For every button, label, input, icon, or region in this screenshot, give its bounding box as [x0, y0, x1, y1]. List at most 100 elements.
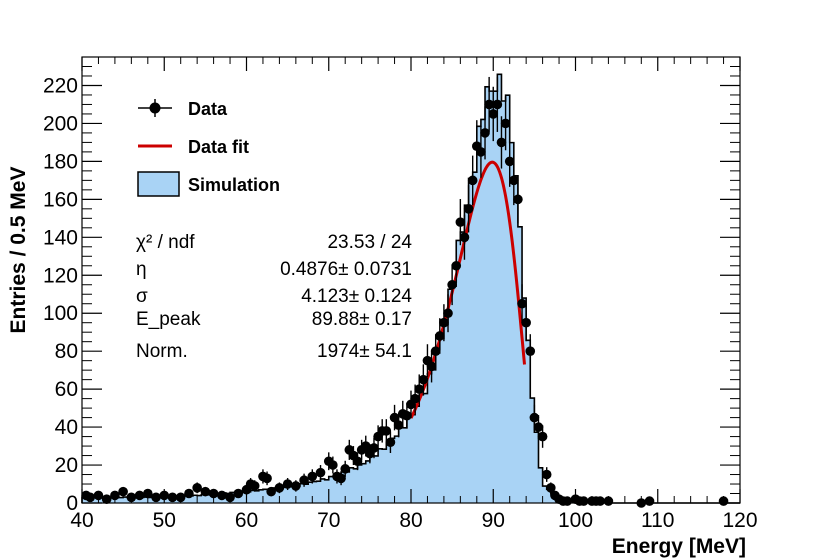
legend-label-data: Data: [188, 99, 228, 119]
data-point: [500, 96, 511, 151]
data-point: [447, 264, 457, 306]
data-point: [381, 419, 392, 443]
data-point-marker: [447, 279, 457, 290]
data-point-marker: [307, 471, 318, 482]
data-point: [402, 402, 412, 429]
x-tick-label: 120: [722, 509, 757, 532]
data-point-marker: [426, 361, 437, 372]
data-point: [315, 465, 326, 481]
data-point: [525, 334, 536, 369]
data-point: [492, 76, 503, 132]
data-point-marker: [463, 204, 474, 214]
legend-entry-fit: Data fit: [138, 137, 249, 157]
data-point-marker: [439, 317, 449, 328]
data-point: [414, 374, 425, 404]
x-tick-label: 100: [558, 509, 593, 532]
data-point-marker: [509, 175, 519, 186]
data-point-marker: [496, 137, 507, 148]
data-point-marker: [143, 488, 153, 499]
legend-entry-data: Data: [138, 99, 228, 119]
y-tick-label: 160: [43, 188, 78, 211]
y-tick-label: 140: [43, 226, 78, 249]
x-tick-label: 80: [399, 509, 422, 532]
stat-name-eta: η: [136, 259, 147, 280]
data-point: [307, 469, 318, 484]
data-point: [101, 494, 112, 505]
data-point: [336, 471, 346, 486]
data-point-marker: [266, 486, 276, 497]
data-point-marker: [110, 490, 120, 501]
data-point-marker: [525, 346, 536, 356]
data-point-marker: [410, 393, 420, 404]
data-point-marker: [500, 118, 511, 129]
data-point: [517, 284, 527, 324]
data-point: [451, 244, 462, 287]
data-point: [459, 214, 470, 260]
data-point-marker: [537, 431, 548, 442]
data-point: [192, 482, 202, 494]
stat-name-sigma: σ: [136, 286, 148, 307]
data-point-marker: [192, 483, 202, 493]
x-tick-label: 60: [235, 509, 258, 532]
axes: 40 50 60 70 80 90 100 110 120 0 20 40 60 80 100 120 140 1…: [43, 56, 758, 532]
legend-box-icon: [137, 171, 180, 197]
data-point-marker: [578, 496, 589, 506]
y-tick-label: 60: [55, 378, 78, 401]
stat-value-chi2: 23.53 / 24: [327, 232, 412, 253]
x-tick-label: 40: [70, 509, 93, 532]
data-point: [274, 482, 285, 494]
data-point-marker: [101, 494, 112, 505]
data-point: [266, 486, 276, 497]
data-point-marker: [381, 426, 392, 436]
data-point-marker: [529, 412, 540, 423]
data-point: [463, 185, 474, 233]
y-tick-label: 80: [55, 340, 78, 363]
y-axis-title: Entries / 0.5 MeV: [7, 167, 30, 334]
data-point-marker: [282, 479, 293, 489]
data-point-marker: [533, 422, 544, 432]
x-tick-label: 50: [153, 509, 176, 532]
data-point-marker: [328, 460, 338, 470]
data-point-marker: [504, 156, 515, 167]
y-tick-label: 180: [43, 150, 78, 173]
data-point-marker: [595, 496, 605, 506]
data-point-marker: [118, 486, 128, 497]
data-point-marker: [562, 496, 573, 506]
data-point: [184, 488, 194, 499]
data-point: [262, 471, 272, 486]
data-point-marker: [200, 486, 211, 497]
data-point-marker: [360, 441, 371, 451]
data-point: [418, 364, 429, 395]
y-tick-label: 20: [55, 454, 78, 477]
data-point: [118, 486, 128, 497]
data-point: [352, 452, 363, 471]
data-point: [134, 490, 145, 501]
data-point: [328, 456, 338, 474]
data-point: [426, 350, 437, 383]
data-point-marker: [369, 443, 379, 453]
data-point: [439, 304, 449, 342]
data-point: [595, 496, 605, 506]
data-point: [521, 304, 531, 342]
data-point-marker: [476, 147, 486, 157]
data-point: [484, 76, 494, 132]
stat-value-eta: 0.4876± 0.0731: [280, 259, 412, 280]
data-point: [369, 437, 379, 459]
stat-name-epeak: E_peak: [136, 309, 201, 330]
data-point: [467, 155, 478, 206]
data-point-marker: [492, 99, 503, 110]
data-point-marker: [434, 331, 445, 341]
stat-name-chi2: χ² / ndf: [136, 232, 195, 253]
data-point-marker: [217, 490, 227, 501]
legend: Data Data fit Simulation: [137, 99, 280, 197]
data-point: [249, 480, 260, 492]
legend-label-simulation: Simulation: [188, 175, 280, 195]
fit-curve-layer: [409, 160, 526, 419]
data-points-layer: [81, 76, 729, 508]
data-point: [509, 155, 519, 206]
data-point-marker: [93, 490, 104, 501]
data-point: [443, 294, 453, 333]
legend-label-fit: Data fit: [188, 137, 249, 157]
data-point-marker: [262, 473, 272, 484]
